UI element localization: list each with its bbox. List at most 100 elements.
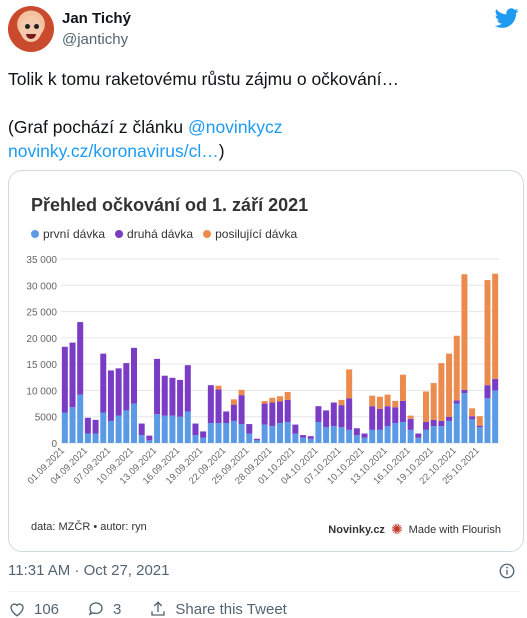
bar-segment [384,426,391,443]
bar-segment [261,403,268,425]
bar-segment [84,433,91,443]
bar-segment [307,436,314,439]
bar-segment [346,429,353,443]
bar-segment [177,416,184,443]
bar-segment [469,408,476,417]
bar-segment [215,423,222,443]
bar-segment [323,410,330,428]
bar-segment [207,385,214,424]
like-button[interactable]: 106 [8,600,59,618]
twitter-bird-icon[interactable] [495,6,519,30]
legend-swatch [115,230,124,238]
bar-segment [423,421,429,430]
bar-segment [107,370,114,421]
bar-segment [338,405,345,428]
tweet-line: novinky.cz/koronavirus/cl…) [8,139,518,163]
bar-segment [453,403,460,443]
bar-segment [192,423,199,436]
share-label: Share this Tweet [175,600,287,618]
mention-link[interactable]: @novinkycz [187,117,283,137]
bar-segment [469,419,476,443]
avatar-face [20,16,42,42]
novinky-logo: Novinky.cz [328,523,385,536]
bar-segment [146,440,153,443]
author-name[interactable]: Jan Tichý [62,10,131,27]
legend-item: posilující dávka [203,227,297,241]
bar-segment [492,273,499,379]
legend-item: první dávka [31,227,105,241]
bar-segment [376,429,383,443]
bar-segment [384,394,391,407]
bar-segment [399,421,406,443]
info-icon[interactable] [498,562,516,580]
y-tick-label: 5000 [35,413,58,424]
bar-segment [292,433,299,443]
bar-segment [430,383,437,420]
bar-segment [138,435,145,443]
legend-label: druhá dávka [127,227,194,241]
bar-segment [154,358,161,415]
bar-segment [361,437,368,443]
bar-segment [92,419,99,434]
bar-segment [131,403,137,443]
bar-segment [223,423,230,443]
bar-segment [84,417,91,434]
bar-segment [169,415,176,443]
bar-segment [169,377,176,416]
bar-segment [131,347,137,404]
y-tick-label: 35 000 [26,255,57,266]
y-tick-label: 25 000 [26,308,57,319]
y-tick-label: 15 000 [26,360,57,371]
flourish-credit: Made with Flourish [408,523,501,536]
chart-card[interactable]: Přehled očkování od 1. září 2021 první d… [8,170,524,552]
bar-segment [376,408,383,430]
bar-segment [430,426,437,443]
bar-segment [146,435,153,441]
bar-segment [338,427,345,443]
bar-segment [261,400,268,404]
y-tick-label: 30 000 [26,281,57,292]
bar-segment [300,437,307,443]
bar-segment [346,398,353,430]
bar-segment [192,435,199,443]
legend-swatch [203,230,212,238]
bar-segment [253,440,260,443]
bar-segment [369,395,376,407]
bar-segment [161,415,168,443]
bar-segment [184,365,191,412]
like-count: 106 [34,600,60,618]
bar-segment [215,389,222,424]
bar-segment [399,374,406,401]
bar-segment [484,385,491,399]
bar-segment [184,411,191,443]
bar-segment [423,429,429,443]
bar-segment [269,402,276,427]
bar-segment [446,353,453,417]
tweet-text-suffix: ) [218,141,225,161]
bar-segment [330,402,337,427]
bar-segment [100,353,107,413]
bar-segment [284,392,291,400]
bar-segment [353,428,360,436]
share-button[interactable]: Share this Tweet [149,600,287,618]
article-link[interactable]: novinky.cz/koronavirus/cl… [8,141,219,161]
bar-segment [476,425,483,428]
bar-segment [407,429,414,443]
author-avatar[interactable] [8,6,54,52]
bar-segment [392,400,399,408]
author-handle[interactable]: @jantichy [62,31,129,48]
legend-item: druhá dávka [115,227,193,241]
bar-segment [461,389,468,394]
bar-segment [484,398,491,443]
bar-segment [269,397,276,403]
reply-button[interactable]: 3 [87,600,121,618]
bar-segment [277,423,283,443]
bar-segment [346,369,353,399]
bar-segment [230,399,237,405]
bar-segment [384,406,391,427]
bar-segment [476,416,483,426]
tweet-timestamp[interactable]: 11:31 AM · Oct 27, 2021 [8,562,170,579]
bar-segment [261,424,268,443]
y-tick-label: 10 000 [26,386,57,397]
bar-segment [107,420,114,443]
